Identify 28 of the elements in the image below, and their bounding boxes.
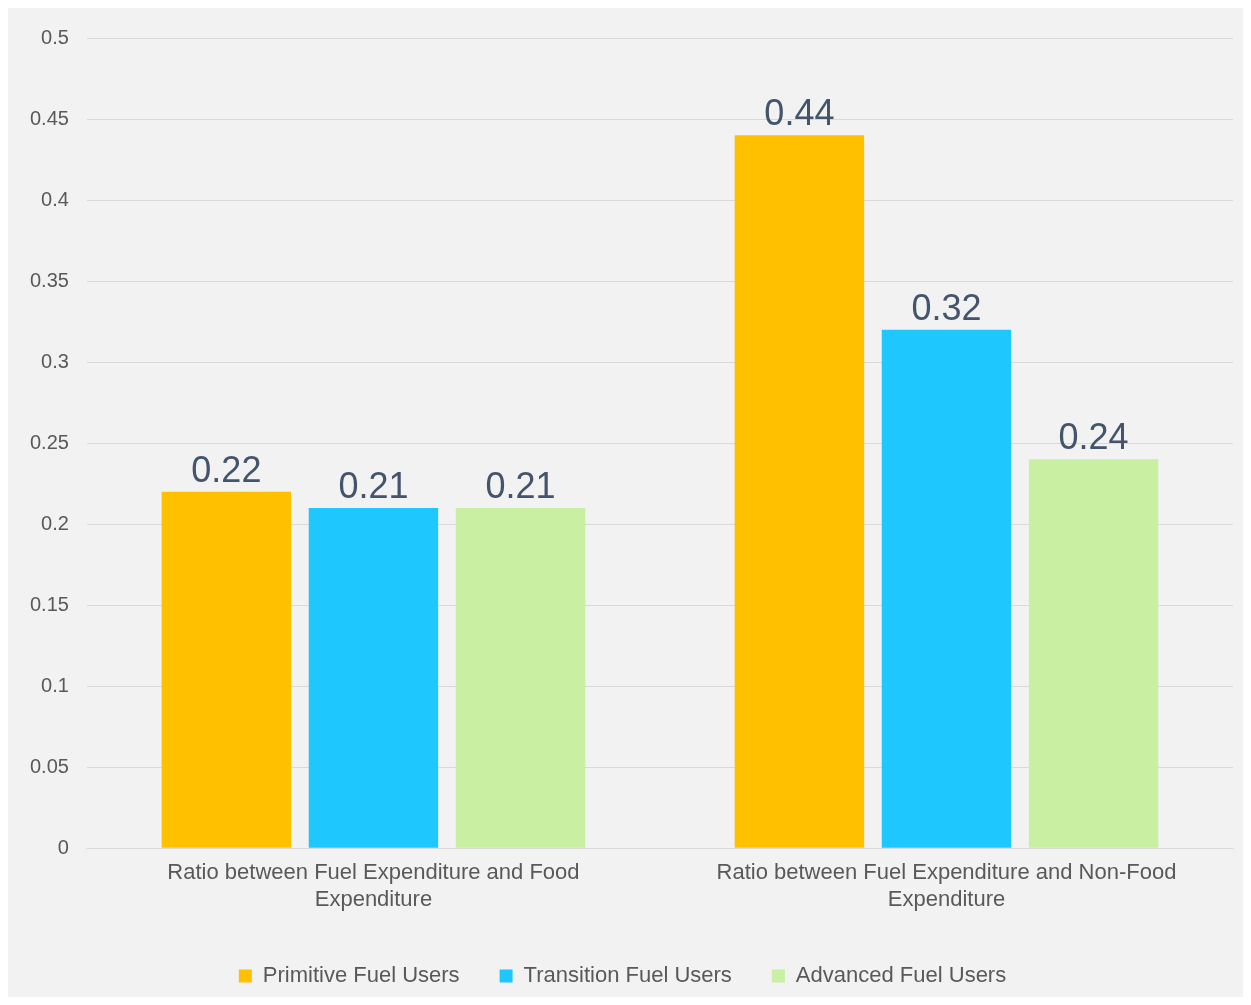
- legend-label: Transition Fuel Users: [523, 962, 732, 988]
- data-label: 0.32: [911, 286, 982, 328]
- y-tick-label: 0.4: [41, 187, 69, 210]
- bar: [1028, 459, 1159, 848]
- data-label: 0.21: [338, 464, 409, 506]
- y-tick-label: 0.05: [29, 754, 69, 777]
- x-tick-label: Ratio between Fuel Expenditure and Non-Food Expenditure: [716, 859, 1177, 911]
- bar: [734, 135, 865, 848]
- data-label: 0.44: [764, 92, 835, 134]
- y-tick-label: 0.35: [29, 268, 69, 291]
- y-tick-label: 0.15: [29, 592, 69, 615]
- y-tick-label: 0.2: [41, 511, 69, 534]
- x-tick-label: Ratio between Fuel Expenditure and Food Expenditure: [167, 859, 580, 911]
- bar: [455, 507, 586, 848]
- y-tick-label: 0.1: [41, 673, 69, 696]
- data-label: 0.22: [191, 448, 262, 490]
- y-tick-label: 0.3: [41, 349, 69, 372]
- data-label: 0.21: [485, 464, 556, 506]
- y-tick-label: 0.45: [29, 106, 69, 129]
- data-label: 0.24: [1058, 416, 1129, 458]
- legend-label: Primitive Fuel Users: [262, 962, 460, 988]
- y-tick-label: 0.25: [29, 430, 69, 453]
- y-tick-label: 0.5: [41, 25, 69, 48]
- bar: [308, 507, 439, 848]
- bar: [881, 329, 1012, 848]
- legend-label: Advanced Fuel Users: [795, 962, 1007, 988]
- bar: [161, 491, 292, 848]
- y-tick-label: 0: [57, 835, 69, 858]
